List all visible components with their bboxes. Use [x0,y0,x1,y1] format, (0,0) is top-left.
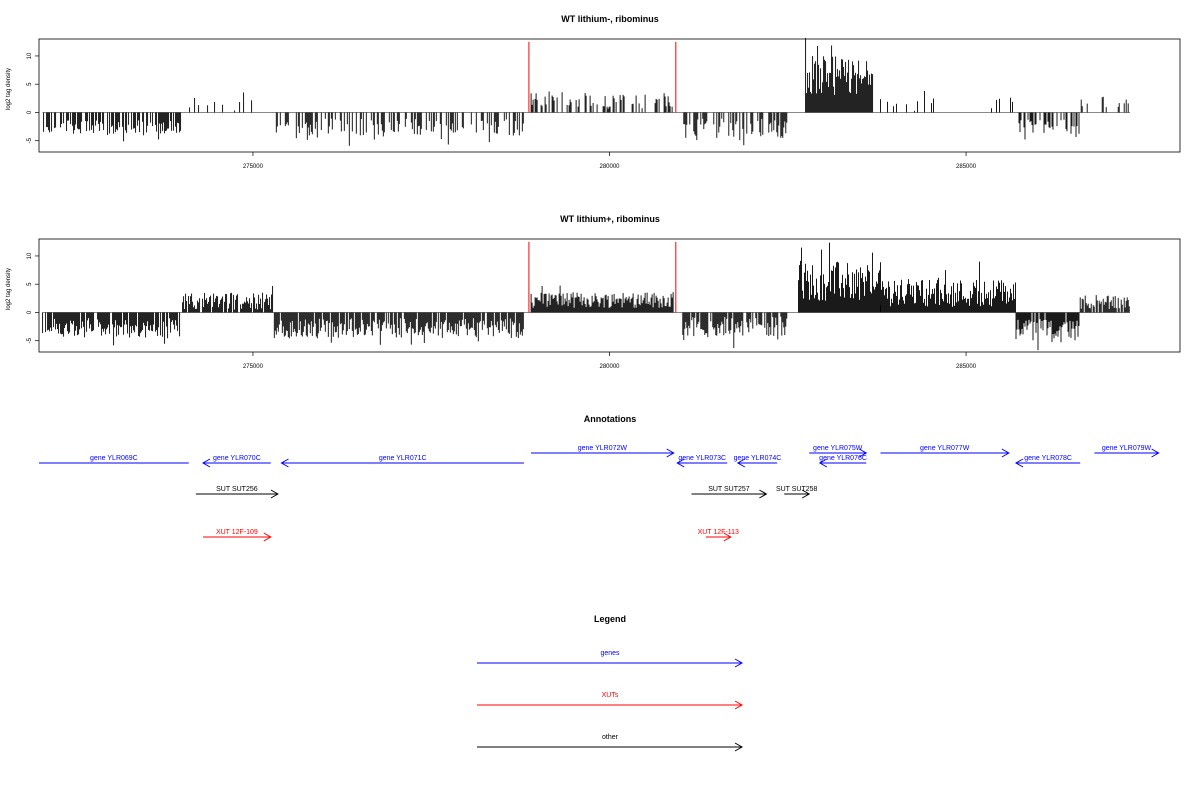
feature-gene-ylr071c: gene YLR071C [280,455,524,468]
y-tick-label: -5 [27,137,33,143]
arrow-head-right [734,658,744,668]
annotation-features: gene YLR069C gene YLR070C gene YLR071C gene… [39,445,1160,542]
arrow-head-right [270,489,279,499]
feature-sut-sut256: SUT SUT256 [195,486,279,499]
arrow-head-right [1151,448,1160,458]
plot-frame [38,238,1181,353]
panel-lithium-minus: WT lithium-, ribominus log2 tag density … [6,14,1181,170]
feature-label: gene YLR076C [819,455,867,462]
feature-gene-ylr075w: gene YLR075W [809,445,868,458]
feature-label: gene YLR069C [90,455,138,462]
arrow-head-left [676,458,685,468]
feature-label: gene YLR079W [1102,445,1152,452]
feature-gene-ylr070c: gene YLR070C [202,455,271,468]
y-tick-label: -5 [27,337,33,343]
y-axis: -5 0 5 10 [27,252,39,343]
feature-label: gene YLR075W [813,445,863,452]
panel-title: WT lithium-, ribominus [561,14,659,24]
feature-gene-ylr079w: gene YLR079W [1094,445,1160,458]
x-tick-label: 285000 [956,164,977,170]
feature-gene-ylr077w: gene YLR077W [880,445,1010,458]
y-axis-label: log2 tag density [6,268,12,310]
arrow-head-right [723,532,732,542]
feature-label: gene YLR072W [578,445,628,452]
feature-gene-ylr074c: gene YLR074C [734,455,782,468]
feature-label: gene YLR071C [379,455,427,462]
x-tick-label: 275000 [243,164,264,170]
feature-xut-12f-113: XUT 12F-113 [698,529,739,542]
feature-label: gene YLR074C [734,455,782,462]
y-tick-label: 5 [27,282,33,286]
y-axis: -5 0 5 10 [27,52,39,143]
density-bars [42,38,1131,146]
annotations-title: Annotations [584,414,637,424]
legend-label: genes [600,650,620,657]
density-bars [42,242,1131,351]
x-tick-label: 280000 [599,364,620,370]
arrow-head-left [736,458,746,468]
x-tick-label: 275000 [243,364,264,370]
x-tick-label: 280000 [599,164,620,170]
legend-item-other: other [477,734,744,752]
y-tick-label: 0 [27,110,33,114]
arrow-head-right [1001,448,1010,458]
arrow-head-right [263,532,272,542]
plot-frame [38,38,1181,153]
feature-label: gene YLR073C [678,455,726,462]
arrow-head-right [734,700,744,710]
feature-gene-ylr073c: gene YLR073C [676,455,728,468]
arrow-head-right [858,448,868,458]
arrow-head-left [818,458,828,468]
feature-label: gene YLR070C [213,455,261,462]
legend-title: Legend [594,614,626,624]
legend-label: other [602,734,619,741]
arrow-head-right [734,742,744,752]
y-tick-label: 10 [27,52,33,59]
y-tick-label: 10 [27,252,33,259]
arrow-head-left [1014,458,1024,468]
feature-sut-sut257: SUT SUT257 [691,486,768,499]
legend: Legend genes XUTs other [477,614,744,752]
arrow-head-right [801,489,811,499]
legend-label: XUTs [602,692,619,699]
feature-xut-12f-109: XUT 12F-109 [203,529,272,542]
legend-items: genes XUTs other [477,650,744,752]
feature-gene-ylr072w: gene YLR072W [531,445,675,458]
panel-lithium-plus: WT lithium+, ribominus log2 tag density … [6,214,1181,370]
y-axis-label: log2 tag density [6,68,12,110]
y-tick-label: 5 [27,82,33,86]
feature-label: SUT SUT258 [776,486,818,493]
arrow-head-right [759,489,768,499]
boundary-markers [528,41,677,113]
feature-label: XUT 12F-109 [216,529,258,536]
x-tick-label: 285000 [956,364,977,370]
panel-title: WT lithium+, ribominus [560,214,660,224]
feature-label: SUT SUT257 [708,486,750,493]
legend-item-xuts: XUTs [477,692,744,710]
feature-label: SUT SUT256 [216,486,258,493]
arrow-head-right [666,448,675,458]
feature-gene-ylr078c: gene YLR078C [1014,455,1081,468]
feature-gene-ylr069c: gene YLR069C [39,455,189,464]
y-tick-label: 0 [27,310,33,314]
x-axis: 275000 280000 285000 [243,152,977,170]
legend-item-genes: genes [477,650,744,668]
feature-label: XUT 12F-113 [698,529,739,536]
boundary-markers [528,241,677,313]
x-axis: 275000 280000 285000 [243,352,977,370]
feature-sut-sut258: SUT SUT258 [776,486,818,499]
arrow-head-left [202,458,211,468]
feature-label: gene YLR078C [1024,455,1072,462]
feature-gene-ylr076c: gene YLR076C [818,455,867,468]
annotations-track: Annotations gene YLR069C gene YLR070C gene… [39,414,1160,542]
arrow-head-left [280,458,289,468]
feature-label: gene YLR077W [920,445,970,452]
